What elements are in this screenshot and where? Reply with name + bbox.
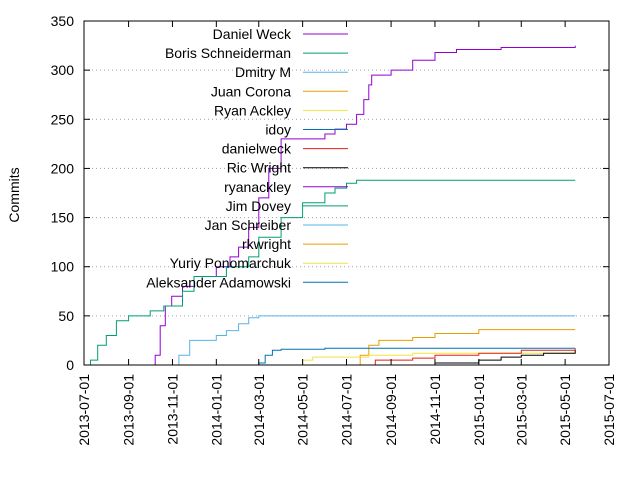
- x-tick-label: 2013-09-01: [121, 374, 137, 446]
- y-tick-label: 0: [66, 357, 74, 373]
- series-line-2: [84, 315, 576, 366]
- y-tick-label: 300: [51, 62, 75, 78]
- legend: Daniel Weck Boris Schneiderman Dmitry M Jua…: [146, 26, 348, 290]
- x-tick-labels: 2013-07-01 2013-09-01 2013-11-01 2014-01-01…: [76, 374, 617, 446]
- legend-label: rkwright: [242, 236, 291, 252]
- x-tick-label: 2013-07-01: [76, 374, 92, 446]
- y-tick-label: 250: [51, 111, 75, 127]
- x-tick-label: 2015-07-01: [601, 374, 617, 446]
- x-tick-label: 2014-01-01: [208, 374, 224, 446]
- x-tick-label: 2014-11-01: [427, 374, 443, 445]
- x-tick-label: 2014-09-01: [383, 374, 399, 446]
- legend-label: Boris Schneiderman: [165, 45, 291, 61]
- x-tick-label: 2015-01-01: [471, 374, 487, 446]
- legend-label: Juan Corona: [211, 83, 291, 99]
- legend-label: Jim Dovey: [226, 198, 291, 214]
- x-tick-label: 2015-03-01: [513, 374, 529, 446]
- legend-label: Aleksander Adamowski: [146, 274, 291, 290]
- y-tick-label: 200: [51, 160, 75, 176]
- x-tick-label: 2013-11-01: [164, 374, 180, 445]
- legend-label: danielweck: [222, 141, 292, 157]
- legend-label: Yuriy Ponomarchuk: [170, 255, 292, 271]
- legend-label: Daniel Weck: [213, 26, 292, 42]
- y-tick-label: 100: [51, 259, 75, 275]
- y-tick-label: 50: [58, 308, 74, 324]
- legend-label: Dmitry M: [235, 64, 291, 80]
- x-tick-label: 2014-05-01: [295, 374, 311, 446]
- legend-label: Ric Wright: [227, 160, 291, 176]
- plot-frame: [83, 20, 610, 366]
- y-tick-labels: 0 50 100 150 200 250 300 350: [51, 13, 75, 373]
- series-line-7: [84, 350, 576, 366]
- series-line-3: [84, 329, 576, 366]
- y-axis-label: Commits: [6, 167, 22, 222]
- legend-label: Ryan Ackley: [214, 102, 291, 118]
- x-tick-label: 2014-07-01: [339, 374, 355, 446]
- axes: [83, 20, 610, 366]
- legend-label: Jan Schreiber: [205, 217, 292, 233]
- legend-label: idoy: [265, 122, 291, 138]
- series-line-0: [84, 45, 576, 366]
- series-lines: [84, 45, 576, 366]
- x-tick-label: 2015-05-01: [557, 374, 573, 446]
- x-tick-label: 2014-03-01: [251, 374, 267, 446]
- y-tick-label: 150: [51, 210, 75, 226]
- series-line-1: [84, 179, 576, 366]
- legend-label: ryanackley: [224, 179, 291, 195]
- y-tick-label: 350: [51, 13, 75, 29]
- series-line-6: [84, 348, 576, 366]
